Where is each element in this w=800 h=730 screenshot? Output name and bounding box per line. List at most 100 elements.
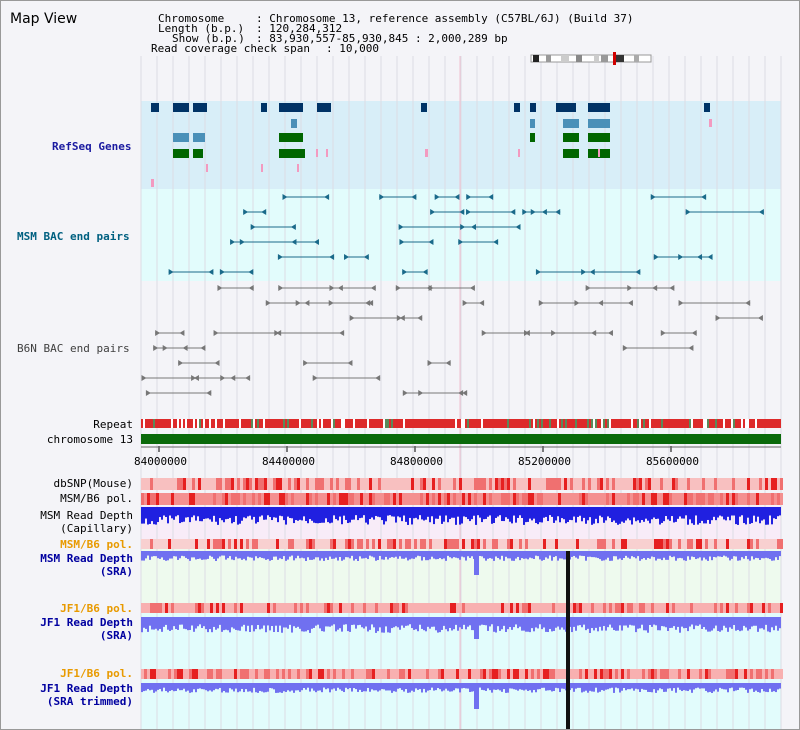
depth-bar-msm-sra bbox=[167, 551, 169, 561]
depth-bar-jf1-trimmed bbox=[471, 683, 473, 692]
polymorphism-cell bbox=[687, 603, 690, 613]
polymorphism-cell bbox=[312, 669, 315, 679]
depth-bar-jf1-trimmed bbox=[709, 683, 711, 692]
polymorphism-cell bbox=[768, 603, 771, 613]
b6n-bac-pair-end bbox=[191, 375, 197, 381]
depth-bar-jf1-sra bbox=[247, 617, 249, 626]
polymorphism-cell bbox=[678, 603, 681, 613]
polymorphism-cell bbox=[420, 603, 423, 613]
depth-bar-jf1-sra bbox=[693, 617, 695, 630]
depth-bar-jf1-sra bbox=[289, 617, 291, 625]
polymorphism-cell bbox=[696, 478, 699, 490]
repeat-segment bbox=[373, 419, 375, 428]
polymorphism-cell bbox=[711, 539, 714, 549]
repeat-segment bbox=[331, 419, 333, 428]
polymorphism-cell bbox=[525, 669, 528, 679]
repeat-segment bbox=[189, 419, 191, 428]
depth-bar-msm-sra bbox=[487, 551, 489, 559]
depth-bar-capillary bbox=[687, 507, 689, 525]
depth-bar-capillary bbox=[713, 507, 715, 517]
track-label-refseq[interactable]: RefSeq Genes bbox=[52, 140, 132, 153]
depth-bar-jf1-sra bbox=[183, 617, 185, 629]
depth-bar-capillary bbox=[757, 507, 759, 517]
polymorphism-cell bbox=[753, 539, 756, 549]
depth-bar-jf1-trimmed bbox=[423, 683, 425, 689]
depth-bar-jf1-sra bbox=[559, 617, 561, 630]
polymorphism-cell bbox=[249, 603, 252, 613]
depth-bar-capillary bbox=[401, 507, 403, 522]
polymorphism-cell bbox=[588, 603, 591, 613]
polymorphism-cell bbox=[369, 669, 372, 679]
polymorphism-cell bbox=[414, 493, 417, 505]
polymorphism-cell bbox=[675, 478, 678, 490]
depth-bar-jf1-sra bbox=[305, 617, 307, 632]
depth-bar-capillary bbox=[775, 507, 777, 520]
repeat-segment bbox=[339, 419, 341, 428]
polymorphism-cell bbox=[447, 478, 450, 490]
polymorphism-cell bbox=[351, 539, 354, 549]
polymorphism-cell bbox=[570, 669, 573, 679]
depth-bar-jf1-trimmed bbox=[551, 683, 553, 692]
polymorphism-cell bbox=[270, 669, 273, 679]
repeat-segment bbox=[683, 419, 685, 428]
polymorphism-cell bbox=[246, 478, 249, 490]
depth-bar-jf1-sra bbox=[315, 617, 317, 626]
repeat-segment bbox=[655, 419, 657, 428]
refseq-gene bbox=[556, 103, 576, 112]
polymorphism-cell bbox=[696, 539, 699, 549]
depth-bar-capillary bbox=[377, 507, 379, 517]
b6n-bac-pair-end bbox=[523, 330, 529, 336]
b6n-bac-pair-end bbox=[213, 330, 219, 336]
track-label-msm-bac[interactable]: MSM BAC end pairs bbox=[17, 230, 130, 243]
polymorphism-cell bbox=[711, 493, 714, 505]
polymorphism-cell bbox=[162, 539, 165, 549]
depth-bar-jf1-trimmed bbox=[729, 683, 731, 689]
polymorphism-cell bbox=[477, 539, 480, 549]
polymorphism-cell bbox=[231, 539, 234, 549]
polymorphism-cell bbox=[702, 603, 705, 613]
polymorphism-cell bbox=[522, 478, 525, 490]
polymorphism-cell bbox=[759, 539, 762, 549]
depth-bar-capillary bbox=[693, 507, 695, 525]
depth-bar-jf1-trimmed bbox=[289, 683, 291, 692]
depth-bar-capillary bbox=[619, 507, 621, 524]
depth-bar-capillary bbox=[335, 507, 337, 520]
track-label-b6n-bac[interactable]: B6N BAC end pairs bbox=[17, 342, 130, 355]
polymorphism-cell bbox=[225, 478, 228, 490]
repeat-segment bbox=[343, 419, 345, 428]
polymorphism-cell bbox=[219, 539, 222, 549]
depth-bar-jf1-sra bbox=[657, 617, 659, 631]
depth-bar-capillary bbox=[445, 507, 447, 516]
polymorphism-cell bbox=[456, 603, 459, 613]
depth-bar-jf1-sra bbox=[303, 617, 305, 632]
polymorphism-cell bbox=[429, 493, 432, 505]
depth-bar-capillary bbox=[287, 507, 289, 517]
polymorphism-cell bbox=[411, 539, 414, 549]
polymorphism-cell bbox=[624, 478, 627, 490]
depth-bar-jf1-sra bbox=[287, 617, 289, 629]
polymorphism-cell bbox=[147, 478, 150, 490]
depth-bar-capillary bbox=[447, 507, 449, 523]
polymorphism-cell bbox=[321, 539, 324, 549]
polymorphism-cell bbox=[357, 493, 360, 505]
depth-bar-jf1-trimmed bbox=[275, 683, 277, 693]
polymorphism-cell bbox=[300, 493, 303, 505]
repeat-segment bbox=[357, 419, 359, 428]
refseq-snp-mark bbox=[316, 149, 318, 157]
polymorphism-cell bbox=[375, 478, 378, 490]
depth-bar-capillary bbox=[557, 507, 559, 517]
polymorphism-cell bbox=[579, 478, 582, 490]
repeat-segment bbox=[725, 419, 727, 428]
polymorphism-cell bbox=[447, 493, 450, 505]
depth-bar-jf1-sra bbox=[367, 617, 369, 632]
repeat-segment bbox=[267, 419, 269, 428]
polymorphism-cell bbox=[714, 539, 717, 549]
depth-bar-jf1-sra bbox=[193, 617, 195, 632]
repeat-segment bbox=[481, 419, 483, 428]
depth-bar-jf1-sra bbox=[757, 617, 759, 632]
repeat-segment bbox=[211, 419, 213, 428]
polymorphism-cell bbox=[306, 478, 309, 490]
depth-bar-msm-sra bbox=[461, 551, 463, 557]
depth-bar-capillary bbox=[165, 507, 167, 518]
